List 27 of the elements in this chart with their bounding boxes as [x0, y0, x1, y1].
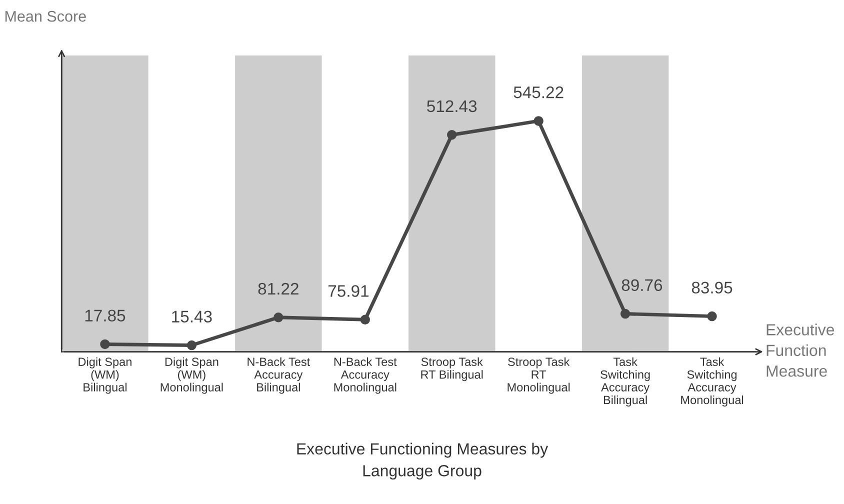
data-label: 89.76: [622, 279, 662, 292]
data-label: 75.91: [328, 285, 369, 297]
x-tick-label: Digit Span (WM) Bilingual: [78, 357, 132, 394]
x-axis-title: Executive Function Measure: [766, 324, 834, 377]
point: [274, 312, 284, 322]
x-tick-label: Stroop Task RT Bilingual: [421, 357, 483, 382]
point: [360, 314, 370, 325]
point: [186, 340, 197, 350]
x-tick-label: Stroop Task RT Monolingual: [508, 357, 570, 394]
x-tick-label: Task Switching Accuracy Monolingual: [681, 357, 744, 406]
data-label: 545.22: [514, 86, 564, 98]
data-label: 81.22: [258, 282, 298, 295]
x-tick-label: N-Back Test Accuracy Monolingual: [334, 357, 397, 394]
data-label: 15.43: [172, 310, 212, 323]
data-label: 512.43: [427, 100, 477, 112]
data-label: 17.85: [85, 310, 126, 322]
point: [446, 130, 457, 140]
point: [707, 311, 717, 322]
x-tick-label: N-Back Test Accuracy Bilingual: [248, 357, 310, 394]
point: [620, 308, 630, 319]
x-tick-label: Digit Span (WM) Monolingual: [160, 357, 223, 394]
data-label: 83.95: [692, 282, 732, 294]
text: Executive Functioning Measures by Language Group: [297, 442, 548, 480]
point: [534, 116, 544, 126]
point: [100, 339, 110, 350]
x-tick-label: Task Switching Accuracy Bilingual: [600, 357, 650, 406]
y-axis-title: Mean Score: [5, 10, 86, 22]
